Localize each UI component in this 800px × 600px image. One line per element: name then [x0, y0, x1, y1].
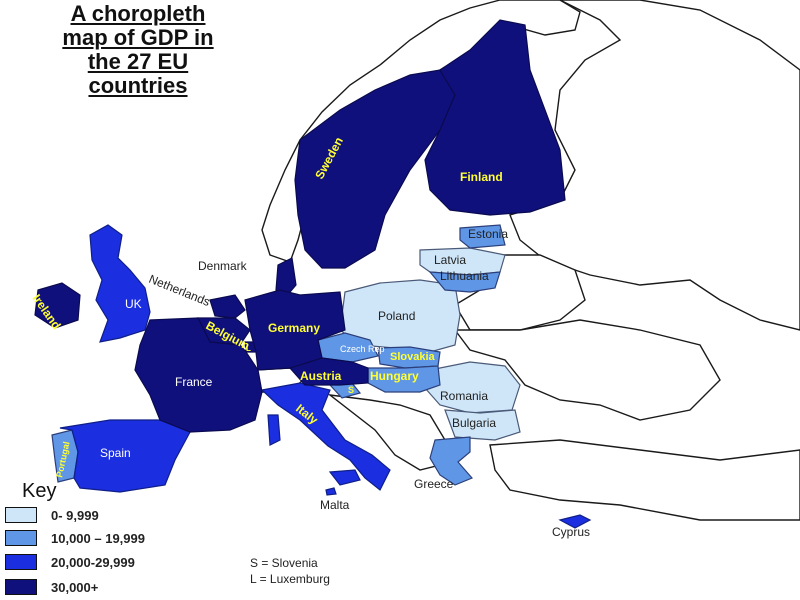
legend-item-class-1: 10,000 – 19,999 [5, 528, 145, 548]
label-austria: Austria [300, 369, 342, 383]
label-greece: Greece [414, 477, 454, 491]
legend-item-class-0: 0- 9,999 [5, 505, 99, 525]
region-malta[interactable] [325, 487, 337, 496]
region-austria[interactable] [288, 357, 369, 386]
title-line-3: the 27 EU [87, 49, 189, 74]
label-france: France [175, 375, 213, 389]
abbreviation-luxembourg: L = Luxemburg [250, 572, 330, 586]
legend-label: 30,000+ [51, 579, 99, 595]
label-lithuania: Lithuania [440, 269, 489, 283]
legend-item-class-3: 30,000+ [5, 577, 98, 597]
region-lithuania[interactable] [428, 271, 501, 293]
legend-title: Key [22, 480, 57, 502]
label-uk: UK [125, 297, 142, 311]
region-estonia[interactable] [459, 224, 506, 249]
legend-item-class-2: 20,000-29,999 [5, 552, 135, 572]
title-line-2: map of GDP in [62, 25, 214, 50]
label-cyprus: Cyprus [552, 525, 590, 539]
legend-label: 10,000 – 19,999 [51, 530, 145, 546]
label-finland: Finland [460, 170, 503, 184]
title-line-4: countries [88, 73, 188, 98]
label-latvia: Latvia [434, 253, 466, 267]
region-uk[interactable] [89, 224, 151, 343]
region-greece[interactable] [429, 436, 474, 486]
legend-swatch [5, 554, 37, 570]
legend-swatch [5, 507, 37, 523]
region-spain[interactable] [59, 419, 191, 493]
label-netherlands: Netherlands [147, 272, 212, 309]
label-estonia: Estonia [468, 227, 508, 241]
region-romania[interactable] [424, 361, 521, 414]
region-sicily[interactable] [328, 469, 361, 486]
label-slovakia: Slovakia [390, 351, 436, 363]
legend-swatch [5, 530, 37, 546]
label-czech: Czech Rep [340, 344, 385, 354]
region-bulgaria[interactable] [444, 409, 521, 441]
label-slovenia: S [348, 385, 354, 395]
abbreviation-slovenia: S = Slovenia [250, 556, 318, 570]
label-spain: Spain [100, 446, 131, 460]
label-hungary: Hungary [370, 369, 419, 383]
label-romania: Romania [440, 389, 488, 403]
region-sweden[interactable] [294, 69, 456, 269]
region-france[interactable] [134, 317, 263, 433]
legend-label: 20,000-29,999 [51, 554, 135, 570]
region-sardinia[interactable] [267, 414, 281, 446]
region-netherlands[interactable] [209, 294, 246, 319]
label-malta: Malta [320, 498, 350, 512]
legend-label: 0- 9,999 [51, 507, 99, 523]
label-bulgaria: Bulgaria [452, 416, 496, 430]
legend-swatch [5, 579, 37, 595]
region-italy[interactable] [260, 382, 391, 491]
label-denmark: Denmark [198, 259, 248, 273]
label-germany: Germany [268, 321, 320, 335]
region-denmark[interactable] [275, 257, 297, 299]
region-ireland[interactable] [34, 282, 81, 329]
label-luxembourg: L [246, 344, 251, 353]
map-title: A choropleth map of GDP in the 27 EU cou… [18, 2, 258, 98]
region-cyprus[interactable] [558, 514, 592, 529]
region-finland[interactable] [424, 19, 566, 216]
label-poland: Poland [378, 309, 415, 323]
turkey-outline [489, 439, 800, 521]
region-hungary[interactable] [367, 365, 441, 393]
ukraine-outline [453, 319, 721, 421]
belarus-outline [454, 254, 586, 331]
title-line-1: A choropleth [70, 1, 206, 26]
